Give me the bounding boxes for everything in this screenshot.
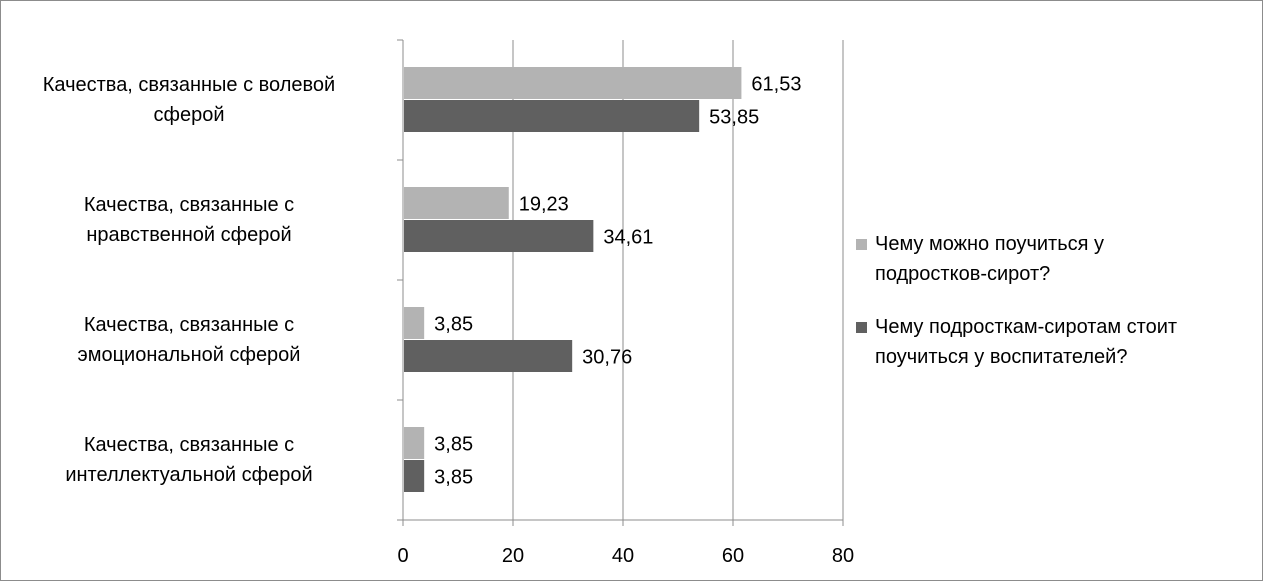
bar-series-1 bbox=[404, 67, 742, 99]
bar-series-1 bbox=[404, 307, 425, 339]
x-tick-label: 40 bbox=[612, 545, 634, 567]
category-label: Качества, связанные с интеллектуальной сф… bbox=[0, 430, 379, 490]
data-label: 3,85 bbox=[434, 434, 473, 456]
bar-series-1 bbox=[404, 427, 425, 459]
legend-item: Чему подросткам-сиротам стоит поучиться у… bbox=[856, 312, 1256, 372]
legend-label-line: поучиться у воспитателей? bbox=[875, 346, 1128, 368]
data-label: 53,85 bbox=[709, 107, 759, 129]
bar-series-2 bbox=[404, 340, 573, 372]
legend-label-line: Чему можно поучиться у bbox=[875, 233, 1105, 255]
category-label-line: сферой bbox=[153, 104, 225, 126]
bar-series-2 bbox=[404, 460, 425, 492]
category-label-line: Качества, связанные с bbox=[83, 194, 295, 216]
bar-series-2 bbox=[404, 100, 700, 132]
x-tick-label: 60 bbox=[722, 545, 744, 567]
data-label: 34,61 bbox=[603, 227, 653, 249]
x-tick-label: 0 bbox=[397, 545, 408, 567]
bar-series-1 bbox=[404, 187, 509, 219]
legend-swatch bbox=[856, 239, 867, 250]
data-label: 19,23 bbox=[519, 194, 569, 216]
category-label-line: Качества, связанные с волевой bbox=[42, 74, 336, 96]
x-tick-label: 20 bbox=[502, 545, 524, 567]
category-label: Качества, связанные с нравственной сферой bbox=[0, 190, 379, 250]
category-label: Качества, связанные с эмоциональной сферо… bbox=[0, 310, 379, 370]
legend-swatch bbox=[856, 322, 867, 333]
data-label: 61,53 bbox=[751, 74, 801, 96]
x-tick-label: 80 bbox=[832, 545, 854, 567]
data-label: 30,76 bbox=[582, 347, 632, 369]
category-label: Качества, связанные с волевой сферой bbox=[0, 70, 379, 130]
legend-label-line: подростков-сирот? bbox=[875, 263, 1051, 285]
category-label-line: интеллектуальной сферой bbox=[65, 464, 313, 486]
category-label-line: нравственной сферой bbox=[86, 224, 292, 246]
legend-label: Чему можно поучиться у подростков-сирот? bbox=[875, 229, 1104, 289]
legend-label-line: Чему подросткам-сиротам стоит bbox=[875, 316, 1178, 338]
data-label: 3,85 bbox=[434, 467, 473, 489]
category-label-line: Качества, связанные с bbox=[83, 434, 295, 456]
category-label-line: эмоциональной сферой bbox=[77, 344, 301, 366]
bar-series-2 bbox=[404, 220, 594, 252]
data-label: 3,85 bbox=[434, 314, 473, 336]
legend-item: Чему можно поучиться у подростков-сирот? bbox=[856, 229, 1256, 289]
legend-label: Чему подросткам-сиротам стоит поучиться у… bbox=[875, 312, 1177, 372]
category-label-line: Качества, связанные с bbox=[83, 314, 295, 336]
